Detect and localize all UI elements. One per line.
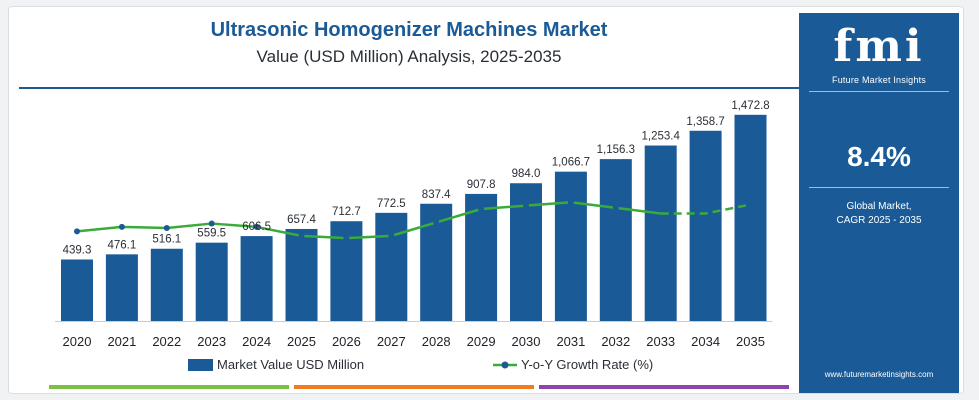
growth-point-2027 [388,232,395,239]
x-tick-2026: 2026 [332,334,361,349]
data-label-2024: 606.5 [242,221,271,233]
cagr-divider [809,187,949,188]
bar-2027 [375,212,408,321]
data-label-2034: 1,358.7 [686,116,724,128]
x-tick-2020: 2020 [63,334,92,349]
growth-point-2030 [523,202,529,209]
data-label-2035: 1,472.8 [731,100,769,112]
data-label-2029: 907.8 [467,179,496,191]
x-tick-2031: 2031 [556,334,585,349]
bars-layer [61,114,767,321]
chart-card: Ultrasonic Homogenizer Machines Market V… [8,6,964,394]
bar-2022 [150,248,183,321]
growth-line-actual [76,201,661,240]
side-panel: fmi Future Market Insights 8.4% Global M… [799,13,959,393]
legend-bar-swatch [188,359,213,371]
cagr-caption: Global Market, CAGR 2025 - 2035 [799,200,959,228]
growth-point-2032 [612,204,619,211]
bar-2035 [734,114,767,321]
bar-2033 [644,145,677,321]
bar-2020 [61,259,93,321]
bar-2021 [105,254,138,321]
growth-point-2029 [478,206,485,212]
title-divider [19,87,799,89]
x-axis: 2020 2021 2022 2023 2024 2025 2026 2027 2028 2029… [55,321,773,349]
x-tick-2029: 2029 [467,334,496,349]
strip-segment-purple [539,385,789,389]
strip-segment-orange [294,385,534,389]
legend-line-marker [501,361,509,369]
website-url: www.futuremarketinsights.com [824,370,934,379]
x-tick-2033: 2033 [646,334,675,349]
data-label-2030: 984.0 [512,168,541,180]
x-tick-2030: 2030 [512,334,541,349]
x-tick-2024: 2024 [242,334,271,349]
x-tick-2027: 2027 [377,334,406,349]
strip-segment-green [49,385,289,389]
bar-2025 [285,228,318,321]
data-labels-layer: 439.3 476.1 516.1 559.5 606.5 657.4 712.7 772.5… [63,100,770,257]
fmi-logo: fmi Future Market Insights [799,13,959,93]
growth-line-layer [74,199,751,242]
chart-subtitle: Value (USD Million) Analysis, 2025-2035 [256,47,562,66]
growth-point-2025 [298,232,305,239]
data-label-2032: 1,156.3 [597,144,635,156]
data-label-2028: 837.4 [422,189,451,201]
x-tick-2034: 2034 [691,334,720,349]
data-label-2033: 1,253.4 [642,131,681,143]
data-label-2026: 712.7 [332,206,361,218]
bar-2031 [554,171,587,321]
x-tick-2023: 2023 [197,334,226,349]
bar-2034 [689,130,722,321]
cagr-caption-line1: Global Market, [846,201,912,212]
bar-2023 [195,242,228,321]
chart-title: Ultrasonic Homogenizer Machines Market [210,19,608,41]
legend-bar-label: Market Value USD Million [217,357,364,372]
bar-2029 [465,193,498,321]
growth-point-2023 [208,220,215,227]
cagr-value: 8.4% [847,141,911,172]
chart-plot: 439.3 476.1 516.1 559.5 606.5 657.4 712.7 772.5… [55,100,773,372]
data-label-2020: 439.3 [63,244,92,256]
bottom-color-strip [49,385,789,389]
legend: Market Value USD Million Y-o-Y Growth Ra… [188,357,653,372]
growth-point-2028 [433,219,440,226]
growth-point-2026 [343,235,350,242]
growth-point-2024 [253,223,260,230]
x-tick-2032: 2032 [601,334,630,349]
data-label-2022: 516.1 [152,234,181,246]
x-tick-2035: 2035 [736,334,765,349]
growth-point-2021 [118,223,125,230]
growth-line-forecast [660,203,751,215]
x-tick-2021: 2021 [107,334,136,349]
growth-point-2022 [163,225,170,232]
growth-point-2020 [74,228,80,235]
bar-2024 [240,236,273,321]
data-label-2025: 657.4 [287,214,316,226]
x-tick-2028: 2028 [422,334,451,349]
legend-line-label: Y-o-Y Growth Rate (%) [521,357,653,372]
x-tick-2025: 2025 [287,334,316,349]
data-label-2027: 772.5 [377,198,406,210]
bar-2032 [599,159,632,321]
cagr-caption-line2: CAGR 2025 - 2035 [836,215,922,226]
data-label-2023: 559.5 [197,228,226,240]
x-tick-2022: 2022 [152,334,181,349]
growth-point-2031 [567,199,574,206]
data-label-2031: 1,066.7 [552,157,590,169]
logo-wordmark: fmi [833,21,925,72]
data-label-2021: 476.1 [108,239,137,251]
logo-divider [809,91,949,92]
logo-tagline: Future Market Insights [832,75,926,85]
